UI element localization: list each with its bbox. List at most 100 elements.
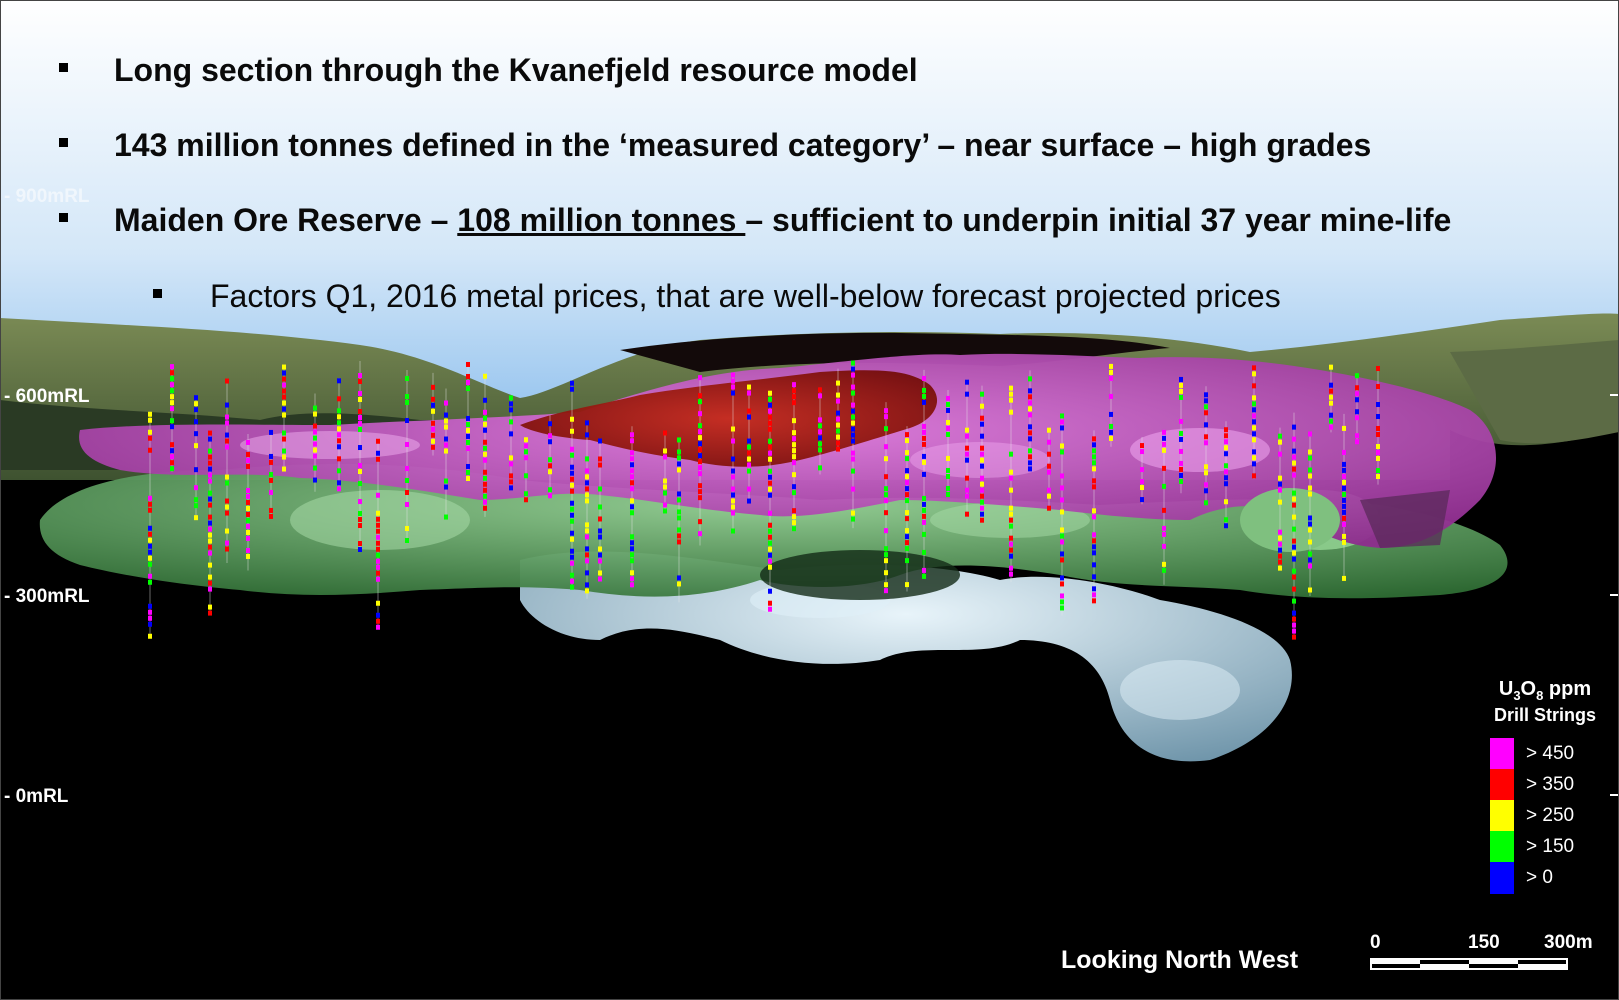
drill-assay-segment [1162, 435, 1166, 441]
drill-assay-segment [1342, 575, 1346, 581]
drill-assay-segment [980, 433, 984, 439]
drill-assay-segment [1292, 514, 1296, 520]
drill-assay-segment [466, 361, 470, 367]
bullet-1: Long section through the Kvanefjeld reso… [59, 52, 918, 89]
drill-assay-segment [170, 466, 174, 472]
drill-assay-segment [768, 456, 772, 462]
drill-assay-segment [548, 457, 552, 463]
elevation-label-600-text: 600mRL [15, 386, 90, 407]
drill-assay-segment [148, 609, 152, 615]
drill-assay-segment [792, 400, 796, 406]
drill-assay-segment [246, 457, 250, 463]
legend-subtitle: Drill Strings [1493, 705, 1596, 725]
drill-assay-segment [194, 467, 198, 473]
drill-assay-segment [884, 456, 888, 462]
drill-assay-segment [1355, 433, 1359, 439]
drill-assay-segment [1252, 437, 1256, 443]
drill-assay-segment [818, 393, 822, 399]
drill-assay-segment [148, 543, 152, 549]
drill-assay-segment [630, 498, 634, 504]
drill-assay-segment [194, 443, 198, 449]
drill-assay-segment [731, 426, 735, 432]
drill-assay-segment [1179, 394, 1183, 400]
drill-assay-segment [246, 505, 250, 511]
drill-assay-segment [585, 558, 589, 564]
drill-assay-segment [946, 431, 950, 437]
drill-assay-segment [570, 518, 574, 524]
drill-assay-segment [225, 540, 229, 546]
drill-assay-segment [630, 558, 634, 564]
drill-assay-segment [747, 438, 751, 444]
drill-assay-segment [851, 510, 855, 516]
drill-assay-segment [1179, 376, 1183, 382]
drill-assay-segment [731, 384, 735, 390]
drill-assay-segment [1292, 496, 1296, 502]
drill-assay-segment [1009, 397, 1013, 403]
legend-swatch [1490, 738, 1514, 770]
drill-assay-segment [269, 471, 273, 477]
drill-assay-segment [836, 398, 840, 404]
bullet-4-text: Factors Q1, 2016 metal prices, that are … [210, 278, 1281, 314]
drill-assay-segment [337, 396, 341, 402]
drill-assay-segment [792, 484, 796, 490]
drill-assay-segment [358, 517, 362, 523]
drill-assay-segment [836, 440, 840, 446]
drill-assay-segment [598, 504, 602, 510]
drill-assay-segment [170, 394, 174, 400]
drill-assay-segment [431, 432, 435, 438]
drill-assay-segment [1342, 521, 1346, 527]
drill-assay-segment [792, 442, 796, 448]
drill-assay-segment [313, 465, 317, 471]
bullet-2: 143 million tonnes defined in the ‘measu… [59, 127, 1371, 164]
drill-assay-segment [208, 532, 212, 538]
drill-assay-segment [768, 606, 772, 612]
drill-assay-segment [884, 510, 888, 516]
scale-label-0: 0 [1370, 932, 1381, 953]
drill-assay-segment [194, 431, 198, 437]
drill-assay-segment [851, 456, 855, 462]
bullet-3-text-before: Maiden Ore Reserve – [114, 202, 458, 238]
drill-assay-segment [1355, 385, 1359, 391]
drill-assay-segment [1204, 410, 1208, 416]
drill-assay-segment [483, 457, 487, 463]
drill-assay-segment [585, 486, 589, 492]
drill-assay-segment [768, 600, 772, 606]
drill-assay-segment [747, 468, 751, 474]
drill-assay-segment [1140, 467, 1144, 473]
drill-assay-segment [768, 474, 772, 480]
drill-assay-segment [980, 457, 984, 463]
drill-assay-segment [208, 430, 212, 436]
drill-assay-segment [1060, 425, 1064, 431]
drill-assay-segment [313, 411, 317, 417]
drill-assay-segment [1162, 465, 1166, 471]
drill-assay-segment [246, 523, 250, 529]
drill-assay-segment [905, 540, 909, 546]
drill-assay-segment [1028, 454, 1032, 460]
drill-assay-segment [444, 436, 448, 442]
drill-assay-segment [313, 435, 317, 441]
drill-assay-segment [1092, 532, 1096, 538]
drill-assay-segment [1162, 561, 1166, 567]
drill-assay-segment [444, 400, 448, 406]
drill-assay-segment [768, 450, 772, 456]
drill-assay-segment [731, 492, 735, 498]
drill-assay-segment [1376, 474, 1380, 480]
drill-assay-segment [1292, 460, 1296, 466]
drill-assay-segment [548, 439, 552, 445]
drill-assay-segment [483, 373, 487, 379]
drill-assay-segment [466, 463, 470, 469]
drill-assay-segment [570, 452, 574, 458]
drill-assay-segment [405, 501, 409, 507]
elevation-label-900-text: 900mRL [15, 186, 90, 207]
drill-assay-segment [1308, 431, 1312, 437]
drill-assay-segment [731, 438, 735, 444]
drill-assay-segment [466, 439, 470, 445]
drill-assay-segment [1376, 426, 1380, 432]
drill-assay-segment [509, 473, 513, 479]
drill-assay-segment [246, 511, 250, 517]
drill-assay-segment [483, 409, 487, 415]
drill-assay-segment [1047, 469, 1051, 475]
drill-assay-segment [1109, 369, 1113, 375]
drill-assay-segment [818, 435, 822, 441]
drill-assay-segment [1060, 413, 1064, 419]
